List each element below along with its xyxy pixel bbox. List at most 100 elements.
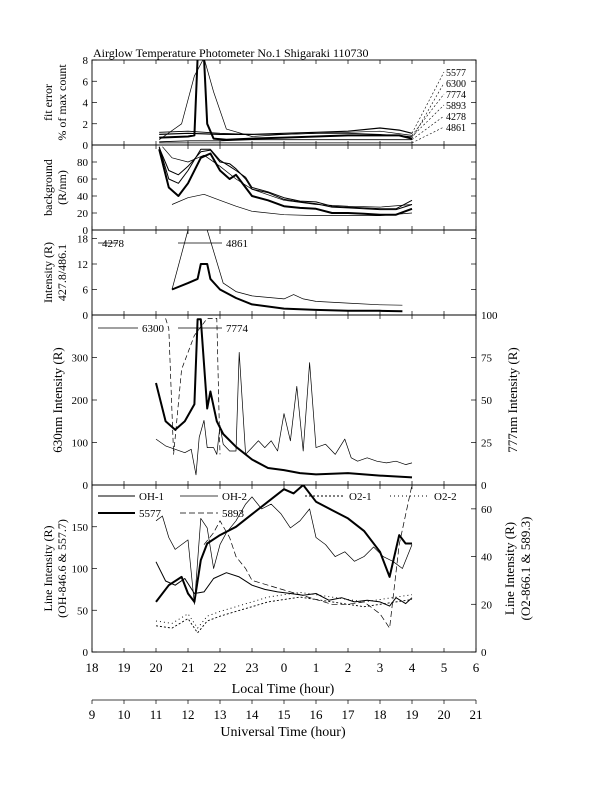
y-right-tick-label: 25 (481, 438, 493, 450)
y-axis-label: % of max count (55, 64, 69, 141)
panel-frame (91, 144, 477, 231)
local-tick-label: 18 (86, 660, 99, 675)
label-leader-6300 (411, 82, 445, 139)
panel-fit: 0 2 4 6 8 fit error% of max count 557763007774… (41, 55, 477, 152)
ut-tick-label: 17 (342, 707, 356, 722)
series-label-5577: 5577 (446, 68, 466, 79)
y-axis-label: fit error (41, 84, 55, 121)
local-tick-label: 22 (214, 660, 227, 675)
series-line-6300 (155, 318, 413, 479)
legend-label-OH-2: OH-2 (222, 491, 247, 503)
y-tick-label: 100 (72, 564, 89, 576)
panel-blue: 0 6 12 18 Intensity (R) 427.8/486.1 4278 4861 (41, 229, 477, 322)
local-time-tick-labels: 18 19 20 21 22 23 0 1 2 3 4 5 6 (86, 660, 480, 675)
y-tick-label: 6 (83, 76, 89, 88)
y-tick-label: 150 (72, 522, 89, 534)
figure-title: Airglow Temperature Photometer No.1 Shig… (93, 46, 369, 60)
panel-red: 0 100 200 300 0 25 50 75 100 630nm Intensity (R) 7… (50, 310, 520, 492)
legend-label-7774: 7774 (226, 323, 249, 335)
series-label-6300: 6300 (446, 79, 466, 90)
ut-tick-label: 21 (470, 707, 483, 722)
ut-tick-label: 13 (214, 707, 227, 722)
y-tick-label: 0 (83, 647, 89, 659)
legend: 4278 4861 (98, 238, 248, 250)
legend: OH-1 OH-2 O2-1 O2-2 5577 5893 (98, 491, 457, 520)
y-right-tick-label: 20 (481, 599, 493, 611)
series-line-OH-2 (155, 496, 413, 605)
series-label-5893: 5893 (446, 101, 466, 112)
y-right-axis-label: 777nm Intensity (R) (505, 347, 520, 452)
y-axis-label: 630nm Intensity (R) (50, 347, 65, 452)
series-line-7774 (158, 60, 413, 140)
panel-bg: 0 20 40 60 80 background (R/nm) (41, 144, 477, 237)
series-line-5893 (203, 485, 413, 629)
legend-label-4278: 4278 (102, 238, 125, 250)
y-right-tick-label: 100 (481, 310, 498, 322)
panel-frame (91, 229, 477, 316)
series-label-4278: 4278 (446, 112, 466, 123)
y-right-tick-label: 50 (481, 395, 493, 407)
local-tick-label: 20 (150, 660, 163, 675)
y-tick-label: 40 (77, 191, 89, 203)
y-tick-label: 50 (77, 605, 89, 617)
legend-label-OH-1: OH-1 (139, 491, 164, 503)
y-tick-label: 200 (72, 395, 89, 407)
ut-tick-label: 10 (118, 707, 131, 722)
ut-tick-label: 12 (182, 707, 195, 722)
series-line-trace-5 (162, 146, 413, 208)
y-right-tick-label: 75 (481, 353, 493, 365)
panel-frame (91, 314, 477, 486)
y-tick-label: 80 (77, 157, 89, 169)
series-group (155, 318, 413, 479)
ut-tick-label: 20 (438, 707, 451, 722)
series-group (158, 60, 413, 144)
y-tick-label: 0 (83, 225, 89, 237)
legend-label-6300: 6300 (142, 323, 165, 335)
y-tick-label: 20 (77, 208, 89, 220)
series-line-trace-2 (158, 146, 413, 210)
y-tick-label: 12 (77, 259, 88, 271)
y-axis-label: (OH-846.6 & 557.7) (55, 519, 69, 618)
ut-tick-label: 14 (246, 707, 260, 722)
y-tick-label: 300 (72, 353, 89, 365)
y-axis-label: 427.8/486.1 (55, 244, 69, 301)
panel-frame (91, 59, 477, 146)
local-time-axis-label: Local Time (hour) (232, 682, 335, 697)
legend-label-O2-1: O2-1 (349, 491, 372, 503)
series-line-4861 (171, 230, 403, 306)
ut-axis-label: Universal Time (hour) (220, 725, 346, 740)
local-tick-label: 6 (473, 660, 480, 675)
ut-tick-label: 11 (150, 707, 163, 722)
y-axis-label: Intensity (R) (41, 242, 55, 303)
label-leader-4861 (411, 126, 445, 144)
local-tick-label: 23 (246, 660, 259, 675)
series-line-7774-dashed (165, 318, 221, 455)
y-right-tick-label: 60 (481, 504, 493, 516)
y-axis-label: background (41, 159, 55, 216)
legend-label-4861: 4861 (226, 238, 248, 250)
ut-tick-label: 19 (406, 707, 419, 722)
series-label-4861: 4861 (446, 123, 466, 134)
y-tick-label: 4 (83, 98, 89, 110)
series-line-4278 (171, 263, 403, 313)
local-tick-label: 19 (118, 660, 131, 675)
label-leader-5893 (411, 104, 445, 137)
y-tick-label: 60 (77, 174, 89, 186)
y-tick-label: 2 (83, 119, 89, 131)
y-tick-label: 0 (83, 310, 89, 322)
y-tick-label: 6 (83, 285, 89, 297)
series-line-5577 (155, 485, 412, 603)
y-right-tick-label: 0 (481, 480, 487, 492)
series-group (171, 230, 403, 313)
legend-label-O2-2: O2-2 (434, 491, 457, 503)
series-label-7774: 7774 (446, 90, 466, 101)
label-leader-7774 (411, 93, 445, 136)
ut-tick-label: 18 (374, 707, 387, 722)
ut-tick-label: 9 (89, 707, 96, 722)
series-group (158, 146, 413, 216)
local-tick-label: 21 (182, 660, 195, 675)
y-right-tick-label: 40 (481, 552, 493, 564)
